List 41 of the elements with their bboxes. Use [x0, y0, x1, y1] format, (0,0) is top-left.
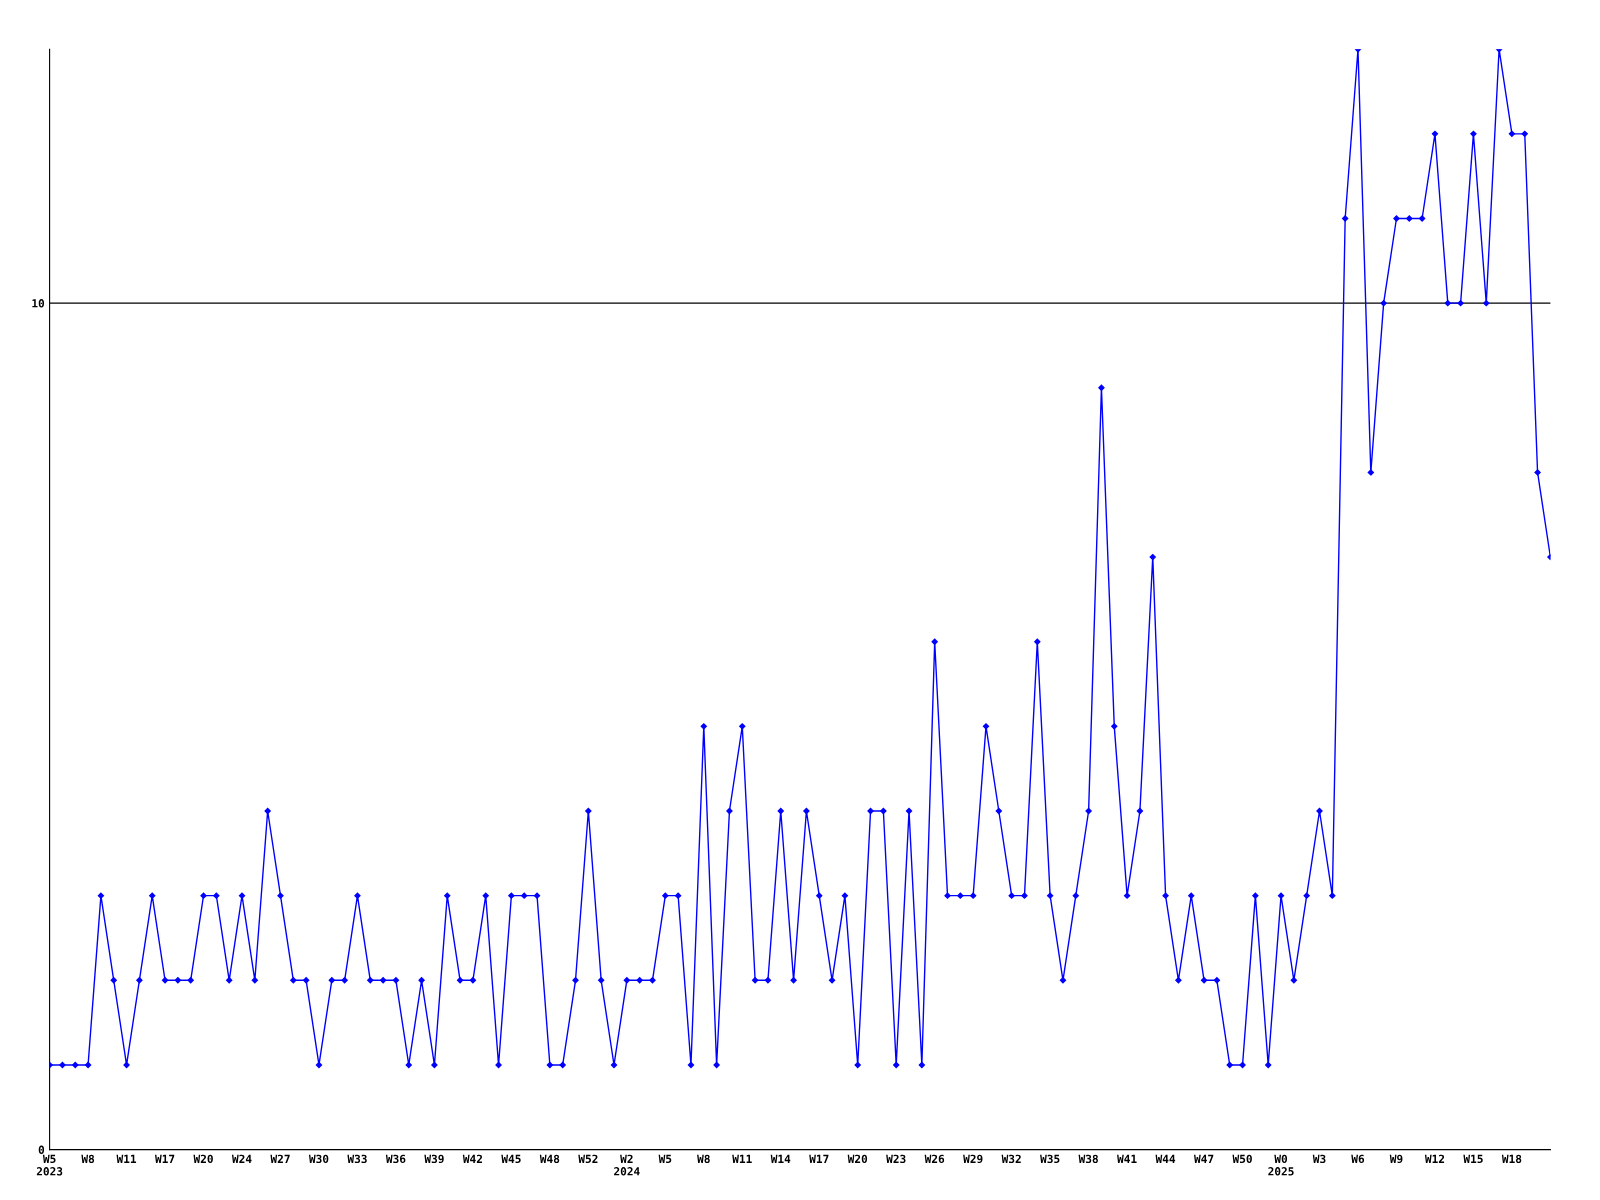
- x-tick-label: W14: [770, 1154, 791, 1163]
- x-tick-label: W41: [1117, 1154, 1137, 1163]
- x-tick-label: W23: [886, 1154, 906, 1164]
- y-tick-label: 0: [38, 1145, 45, 1154]
- x-tick-label: W30: [308, 1154, 329, 1164]
- x-tick-label: W20: [847, 1154, 868, 1164]
- x-tick-label: W48: [539, 1154, 560, 1164]
- x-tick-label: W36: [385, 1154, 406, 1164]
- x-tick-label: W52: [578, 1154, 598, 1164]
- x-tick-label: W2 2024: [614, 1154, 640, 1176]
- x-tick-label: W17: [155, 1154, 175, 1163]
- x-tick-label: W42: [462, 1154, 483, 1163]
- x-tick-label: W29: [963, 1154, 983, 1164]
- x-tick-label: W15: [1463, 1154, 1483, 1164]
- y-tick-label: 10: [32, 299, 45, 308]
- x-tick-label: W11: [116, 1154, 137, 1163]
- x-tick-label: W12: [1424, 1154, 1445, 1163]
- x-tick-label: W24: [231, 1154, 252, 1163]
- x-tick-label: W8: [81, 1154, 95, 1164]
- x-tick-label: W5: [658, 1154, 672, 1164]
- x-tick-label: W20: [193, 1154, 213, 1164]
- x-tick-label: W18: [1501, 1154, 1522, 1164]
- x-tick-label: W17: [809, 1154, 829, 1163]
- x-tick-label: W35: [1040, 1154, 1060, 1164]
- x-tick-label: W33: [347, 1154, 367, 1164]
- x-tick-label: W44: [1155, 1154, 1176, 1163]
- x-tick-label: W11: [732, 1154, 752, 1163]
- x-tick-label: W9: [1389, 1154, 1403, 1164]
- x-tick-label: W47: [1194, 1154, 1214, 1163]
- x-tick-label: W3: [1312, 1154, 1326, 1164]
- x-tick-label: W8: [697, 1154, 710, 1164]
- x-tick-label: W5 2023: [36, 1154, 63, 1176]
- x-tick-label: W39: [424, 1154, 444, 1164]
- x-tick-label: W6: [1351, 1154, 1365, 1164]
- x-tick-label: W45: [501, 1154, 521, 1164]
- x-tick-label: W32: [1001, 1154, 1021, 1164]
- x-tick-label: W38: [1078, 1154, 1098, 1164]
- x-tick-label: W50: [1232, 1154, 1252, 1164]
- x-tick-label: W0 2025: [1268, 1154, 1294, 1176]
- x-tick-label: W27: [270, 1154, 290, 1163]
- x-tick-label: W26: [924, 1154, 945, 1164]
